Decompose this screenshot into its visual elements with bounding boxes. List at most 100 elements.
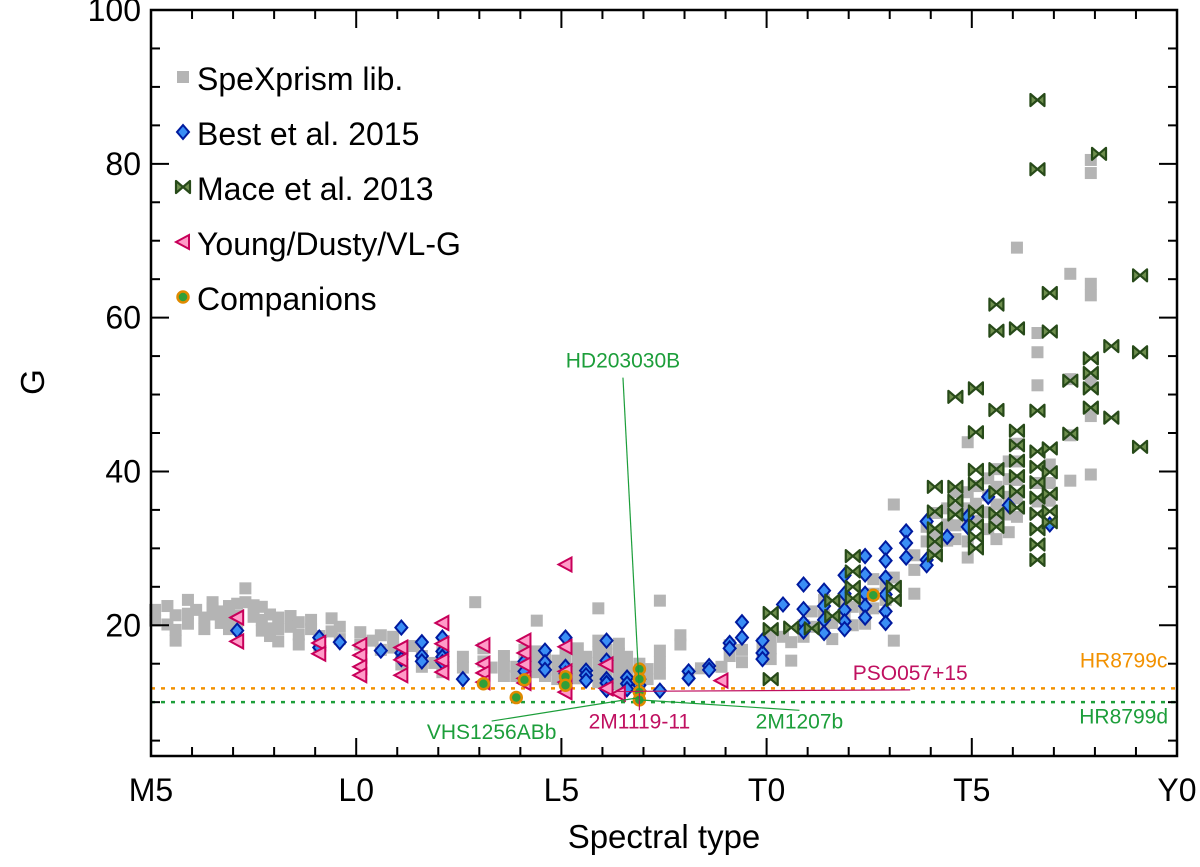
point-mace	[926, 521, 943, 536]
point-spex	[1043, 458, 1056, 471]
series-young	[228, 555, 729, 703]
point-mace	[967, 462, 985, 478]
point-spex	[735, 643, 748, 656]
point-best	[898, 534, 914, 552]
x-tick-label: Y0	[1157, 772, 1196, 808]
point-spex	[161, 600, 174, 613]
point-spex	[580, 650, 593, 663]
point-young	[515, 631, 532, 650]
point-mace	[824, 593, 841, 608]
annotation-leader	[622, 377, 640, 691]
legend-entry-comp: Companions	[176, 281, 377, 317]
point-spex	[1064, 474, 1077, 487]
point-mace	[1008, 423, 1026, 438]
point-spex	[653, 667, 666, 680]
point-young	[433, 614, 450, 632]
point-mace	[967, 518, 985, 533]
point-mace	[844, 579, 861, 594]
point-best	[722, 639, 737, 657]
series-mace	[762, 92, 1149, 687]
point-spex	[292, 616, 305, 629]
point-spex	[785, 636, 798, 649]
point-spex	[1084, 410, 1097, 423]
legend-marker-mace	[174, 179, 192, 195]
point-spex	[674, 638, 687, 651]
legend-marker-best	[175, 123, 191, 141]
point-mace	[967, 476, 985, 491]
y-tick-label: 100	[88, 0, 141, 28]
y-axis-label: G	[14, 369, 51, 395]
point-mace	[926, 534, 943, 549]
y-tick-label: 20	[105, 607, 141, 643]
point-young	[597, 655, 614, 674]
point-best	[734, 613, 750, 631]
point-best	[681, 669, 696, 687]
point-young	[433, 663, 450, 681]
point-comp	[509, 690, 524, 705]
data-points	[149, 92, 1149, 707]
point-mace	[967, 381, 985, 396]
point-mace	[1008, 321, 1026, 336]
point-mace	[762, 605, 779, 621]
point-spex	[887, 571, 900, 584]
point-mace	[1029, 552, 1046, 567]
point-best	[755, 632, 770, 650]
point-mace	[947, 493, 964, 508]
point-mace	[947, 507, 964, 522]
point-young	[597, 679, 614, 697]
point-spex	[530, 614, 543, 627]
point-young	[228, 608, 245, 627]
point-mace	[988, 506, 1005, 521]
annotation-leader	[614, 689, 911, 692]
point-spex	[653, 656, 666, 669]
point-spex	[961, 551, 974, 564]
point-spex	[600, 643, 613, 656]
y-tick-label: 80	[105, 146, 141, 182]
point-best	[919, 556, 934, 574]
point-spex	[181, 593, 194, 606]
legend-entry-mace: Mace et al. 2013	[174, 171, 434, 207]
point-spex	[510, 670, 523, 683]
point-best	[939, 528, 955, 546]
point-mace	[762, 671, 779, 687]
point-spex	[387, 630, 400, 643]
point-spex	[1043, 476, 1056, 489]
point-spex	[333, 620, 346, 633]
annotation-label: HD203030B	[566, 350, 680, 373]
point-mace	[885, 579, 902, 594]
annotation-label: PSO057+15	[853, 662, 968, 685]
point-spex	[169, 623, 182, 636]
point-best	[898, 549, 914, 567]
x-axis-label: Spectral type	[568, 818, 761, 855]
point-spex	[715, 660, 728, 673]
point-mace	[1041, 285, 1058, 301]
legend-marker-spex	[177, 71, 189, 83]
x-tick-label: L5	[544, 772, 580, 808]
point-mace	[1131, 345, 1149, 360]
point-spex	[1031, 379, 1044, 392]
point-spex	[592, 634, 605, 647]
x-tick-label: T0	[748, 772, 785, 808]
point-spex	[949, 503, 962, 516]
legend-marker-young	[173, 233, 190, 251]
point-spex	[497, 670, 510, 683]
point-mace	[988, 323, 1005, 338]
point-spex	[272, 623, 285, 636]
point-best	[857, 609, 873, 627]
point-mace	[1041, 324, 1058, 339]
point-best	[455, 670, 471, 688]
point-spex	[469, 596, 482, 609]
point-spex	[1010, 241, 1023, 254]
point-mace	[926, 479, 943, 494]
point-mace	[1041, 465, 1058, 480]
point-spex	[1031, 327, 1044, 340]
point-mace	[1082, 381, 1099, 396]
point-spex	[908, 563, 921, 576]
point-spex	[497, 650, 510, 663]
point-mace	[824, 608, 841, 624]
point-spex	[887, 498, 900, 511]
point-young	[392, 638, 409, 657]
point-best	[599, 632, 614, 650]
point-mace	[947, 479, 964, 494]
